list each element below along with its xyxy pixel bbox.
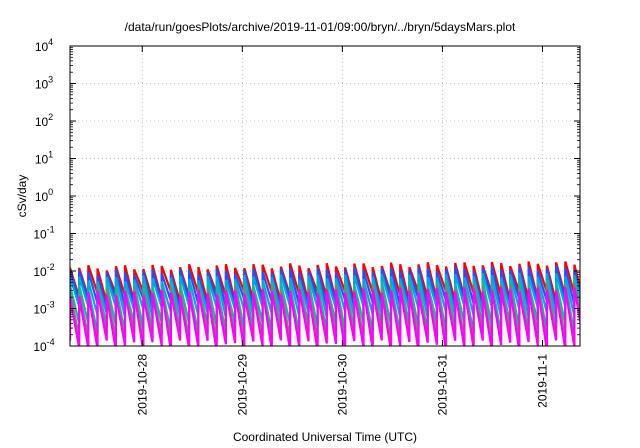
x-tick-label: 2019-11-1 <box>535 354 549 408</box>
y-tick-label: 10-1 <box>33 225 54 242</box>
y-tick-label: 103 <box>35 75 53 92</box>
x-axis-label: Coordinated Universal Time (UTC) <box>232 430 418 444</box>
y-tick-label: 101 <box>35 150 53 167</box>
y-tick-label: 10-3 <box>33 300 54 317</box>
y-axis-ticks: 10-4 10-3 10-2 10-1 100 101 102 103 104 <box>33 37 580 354</box>
x-tick-label: 2019-10-29 <box>235 354 249 416</box>
x-tick-label: 2019-10-28 <box>135 354 149 416</box>
y-axis-label: cSv/day <box>15 174 29 218</box>
y-tick-label: 100 <box>35 187 53 204</box>
x-tick-label: 2019-10-31 <box>435 354 449 416</box>
y-tick-label: 10-2 <box>33 262 54 279</box>
y-tick-label: 102 <box>35 112 53 129</box>
chart-title: /data/run/goesPlots/archive/2019-11-01/0… <box>124 20 516 34</box>
data-series <box>70 261 580 346</box>
y-tick-label: 104 <box>35 37 53 54</box>
series-line <box>70 287 580 346</box>
x-tick-label: 2019-10-30 <box>335 354 349 416</box>
y-tick-label: 10-4 <box>33 337 54 354</box>
x-axis-ticks: 2019-10-28 2019-10-29 2019-10-30 2019-10-31… <box>135 46 549 415</box>
